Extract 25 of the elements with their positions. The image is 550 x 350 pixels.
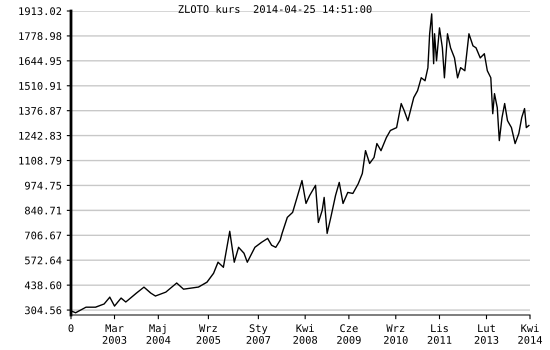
x-tick-label: Kwi 2014 [518, 324, 542, 344]
y-tick-label: 1913.02 [19, 7, 62, 16]
y-tick-label: 1242.83 [19, 132, 62, 140]
y-tick-label: 974.75 [24, 182, 62, 190]
y-tick-label: 1644.95 [19, 57, 62, 65]
x-tick-label: Lis 2011 [428, 324, 452, 344]
x-tick-label: Maj 2004 [146, 324, 170, 344]
y-tick-label: 1376.87 [19, 106, 62, 115]
y-tick-label: 304.56 [25, 306, 62, 314]
x-tick-label: Sty 2007 [246, 324, 270, 344]
x-tick-label: Lut 2013 [474, 324, 498, 344]
x-tick-label: Wrz 2005 [196, 324, 220, 344]
y-tick-label: 1108.79 [19, 156, 62, 165]
y-tick-label: 438.60 [24, 281, 62, 290]
y-tick-label: 840.71 [25, 206, 62, 215]
y-tick-label: 706.67 [25, 232, 62, 240]
y-tick-label: 572.64 [25, 256, 62, 264]
x-tick-label: Cze 2009 [337, 324, 361, 344]
x-tick-label: Mar 2003 [102, 324, 126, 344]
x-tick-label: Wrz 2010 [384, 324, 408, 344]
y-tick-label: 1510.91 [19, 82, 62, 90]
x-tick-label: Kwi 2008 [293, 324, 318, 344]
x-tick-label: 0 [68, 324, 74, 332]
chart-title: ZLOTO kurs 2014-04-25 14:51:00 [178, 4, 372, 14]
y-tick-label: 1778.98 [19, 32, 62, 40]
